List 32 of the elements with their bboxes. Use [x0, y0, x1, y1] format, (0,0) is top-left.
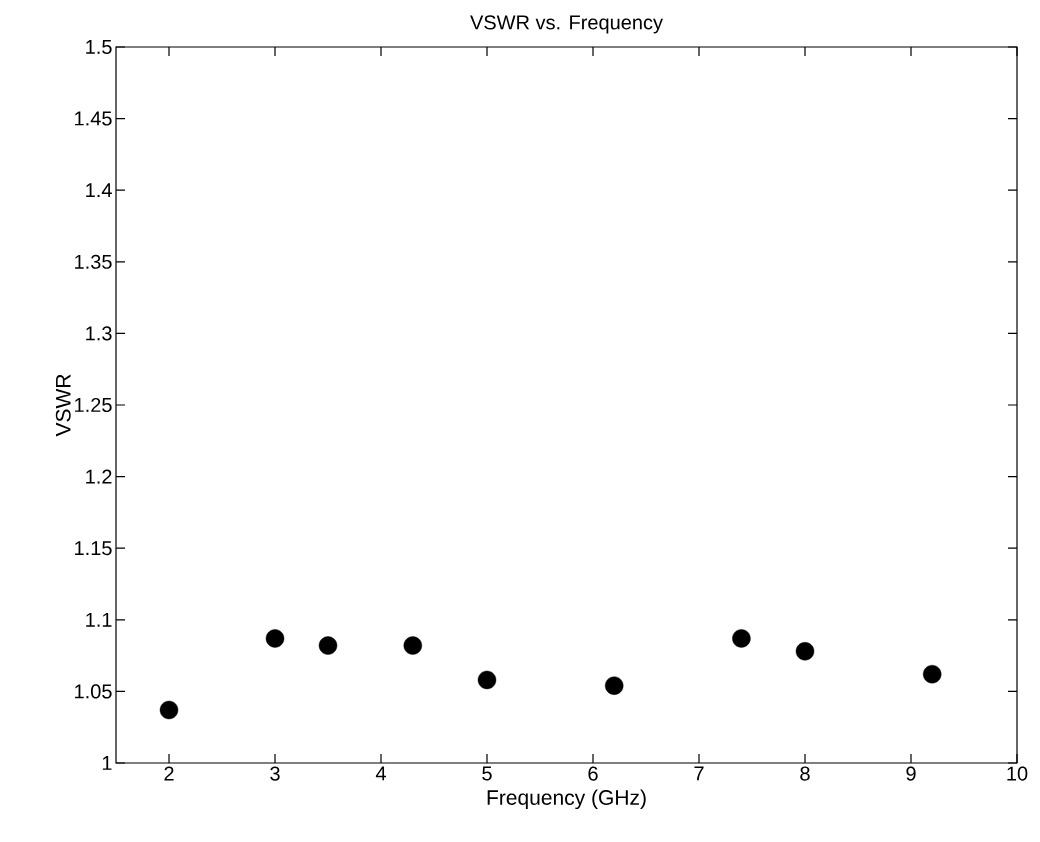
x-tick-label: 10 [1007, 766, 1028, 781]
x-tick-label: 8 [800, 766, 810, 781]
point [477, 670, 497, 690]
point [795, 642, 815, 661]
y-tick-label: 1.5 [86, 40, 112, 54]
point [403, 636, 423, 655]
point [159, 700, 179, 720]
point [318, 636, 338, 655]
x-tick-label: 7 [694, 766, 704, 781]
y-tick-label: 1 [102, 756, 112, 770]
x-tick-label: 2 [164, 766, 174, 781]
y-tick-label: 1.2 [86, 469, 112, 484]
point [732, 629, 751, 648]
x-tick-label: 3 [270, 766, 280, 781]
y-tick-label: 1.1 [86, 612, 112, 627]
point [605, 676, 624, 695]
y-tick-label: 1.25 [75, 397, 112, 413]
y-tick-label: 1.15 [75, 541, 112, 556]
point [923, 665, 942, 684]
x-tick-label: 4 [375, 766, 386, 781]
y-tick-label: 1.4 [86, 183, 112, 198]
y-axis-title: VSWR [55, 374, 71, 437]
x-tick-label: 9 [906, 766, 916, 781]
x-tick-label: 5 [482, 766, 492, 781]
chart-title: VSWR vs. Frequency [470, 15, 663, 34]
y-tick-label: 1.05 [75, 684, 112, 699]
y-tick-label: 1.3 [86, 326, 112, 341]
y-tick-label: 1.45 [75, 111, 112, 126]
y-tick-label: 1.35 [75, 254, 112, 269]
x-axis-title: Frequency (GHz) [487, 789, 646, 810]
point [265, 629, 285, 648]
x-tick-label: 6 [588, 766, 598, 781]
